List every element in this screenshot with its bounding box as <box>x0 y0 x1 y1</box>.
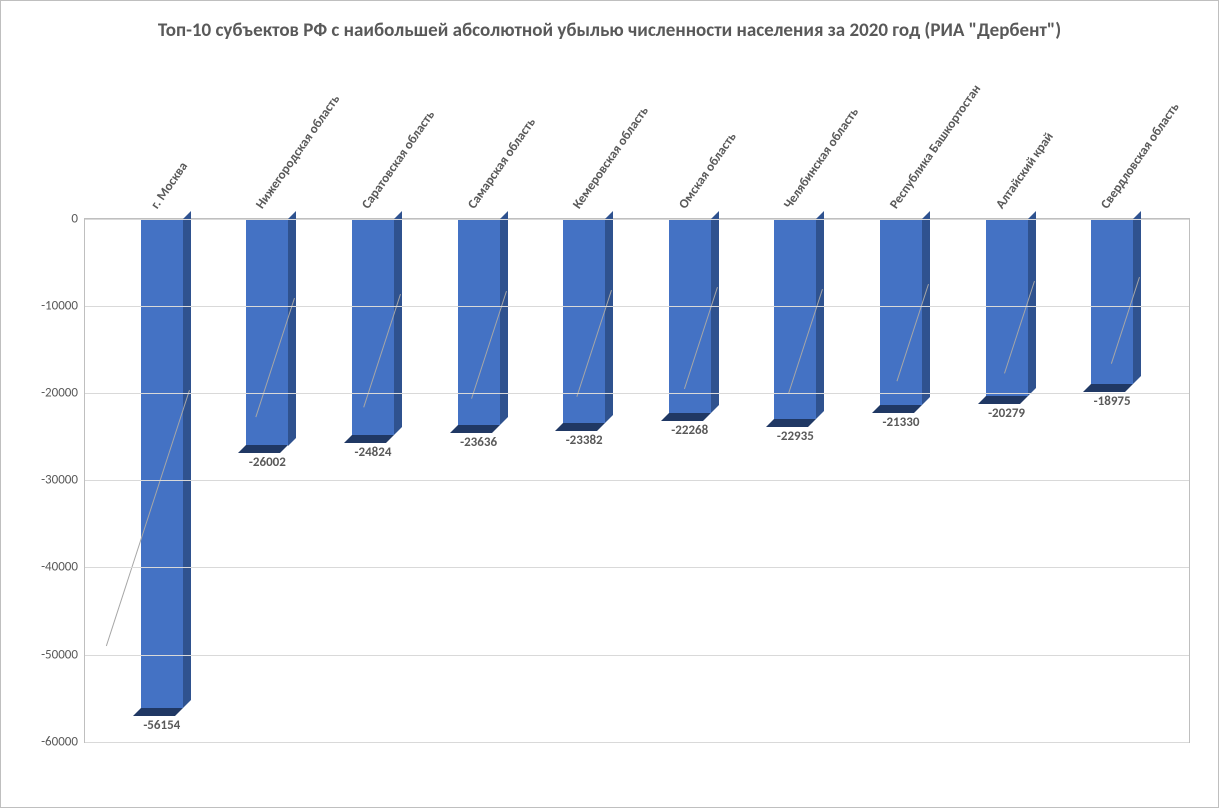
category-label: Омская область <box>676 130 740 212</box>
bar-front <box>669 219 711 413</box>
bar: -20279 <box>986 219 1028 396</box>
bar-side <box>605 211 613 423</box>
value-label: -20279 <box>988 406 1025 421</box>
bar-side <box>816 211 824 419</box>
bar-bottom-cap <box>978 396 1028 404</box>
category-label: Нижегородская область <box>253 92 343 212</box>
gridline <box>85 567 1189 568</box>
bar-front <box>880 219 922 405</box>
bar-side <box>1133 211 1141 384</box>
gridline <box>85 393 1189 394</box>
bar-bottom-cap <box>238 445 288 453</box>
category-label: Свердловская область <box>1098 100 1182 212</box>
y-tick-label: -50000 <box>20 647 78 662</box>
y-tick-label: -10000 <box>20 298 78 313</box>
value-label: -18975 <box>1094 394 1131 409</box>
bar-side <box>183 211 191 708</box>
y-tick-label: -20000 <box>20 386 78 401</box>
plot-area: г. Москва-56154Нижегородская область-260… <box>84 218 1190 743</box>
category-label: Республика Башкортостан <box>887 82 984 212</box>
bar-bottom-cap <box>872 405 922 413</box>
category-label: Челябинская область <box>781 105 862 212</box>
bar-side <box>1028 211 1036 396</box>
bar-front <box>352 219 394 435</box>
chart-container: Топ-10 субъектов РФ с наибольшей абсолют… <box>0 0 1219 808</box>
value-label: -22935 <box>777 429 814 444</box>
bar: -18975 <box>1091 219 1133 384</box>
bar-side <box>288 211 296 446</box>
bar-side <box>922 211 930 405</box>
category-label: г. Москва <box>148 159 191 211</box>
chart-title: Топ-10 субъектов РФ с наибольшей абсолют… <box>19 19 1200 43</box>
gridline <box>85 655 1189 656</box>
bar-bottom-cap <box>766 419 816 427</box>
bar: -22268 <box>669 219 711 413</box>
category-label: Кемеровская область <box>570 104 652 212</box>
value-label: -23382 <box>566 433 603 448</box>
y-tick-label: -40000 <box>20 560 78 575</box>
value-label: -21330 <box>882 415 919 430</box>
value-label: -22268 <box>671 423 708 438</box>
bar-bottom-cap <box>133 708 183 716</box>
bar-front <box>246 219 288 446</box>
gridline <box>85 306 1189 307</box>
bar-front <box>1091 219 1133 384</box>
value-label: -24824 <box>355 445 392 460</box>
bar-front <box>563 219 605 423</box>
bar: -22935 <box>774 219 816 419</box>
y-tick-label: -60000 <box>20 734 78 749</box>
bar: -21330 <box>880 219 922 405</box>
gridline <box>85 219 1189 220</box>
bar-front <box>141 219 183 708</box>
bar-bottom-cap <box>555 423 605 431</box>
bar-bottom-cap <box>450 425 500 433</box>
y-tick-label: -30000 <box>20 473 78 488</box>
bar-front <box>986 219 1028 396</box>
value-label: -23636 <box>460 435 497 450</box>
y-tick-label: 0 <box>20 211 78 226</box>
category-label: Алтайский край <box>993 129 1057 211</box>
bar-side <box>711 211 719 413</box>
bar: -23382 <box>563 219 605 423</box>
bar: -26002 <box>246 219 288 446</box>
value-label: -26002 <box>249 455 286 470</box>
category-label: Самарская область <box>465 115 539 212</box>
bar-front <box>774 219 816 419</box>
category-label: Саратовская область <box>359 108 438 212</box>
bar-bottom-cap <box>344 435 394 443</box>
gridline <box>85 480 1189 481</box>
bar: -24824 <box>352 219 394 435</box>
value-label: -56154 <box>143 718 180 733</box>
bar: -56154 <box>141 219 183 708</box>
bar-bottom-cap <box>1083 384 1133 392</box>
gridline <box>85 742 1189 743</box>
bar-side <box>394 211 402 435</box>
bar-bottom-cap <box>661 413 711 421</box>
